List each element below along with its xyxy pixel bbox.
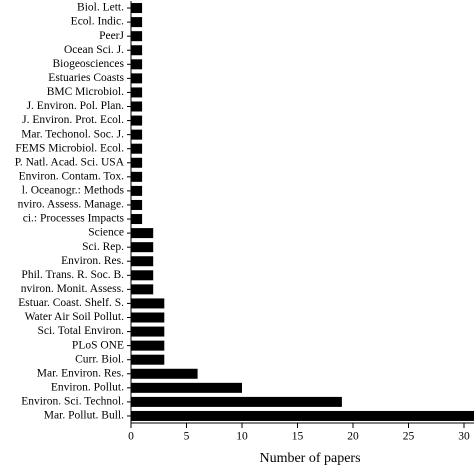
x-tick-label: 30 — [458, 431, 470, 443]
y-tick-label: Estuaries Coasts — [48, 72, 124, 84]
y-tick-label: Water Air Soil Pollut. — [25, 311, 125, 323]
x-tick-label: 15 — [292, 431, 304, 443]
y-tick-label: PLoS ONE — [72, 339, 124, 351]
bar — [131, 298, 165, 309]
bar — [131, 101, 143, 112]
y-tick-label: PeerJ — [99, 30, 124, 42]
y-tick-label: Environ. Res. — [61, 255, 124, 267]
y-tick-label: Mar. Environ. Res. — [37, 367, 124, 379]
bar — [131, 17, 143, 28]
bar — [131, 368, 198, 379]
y-tick-label: Curr. Biol. — [75, 353, 124, 365]
bar — [131, 396, 342, 407]
x-tick-label: 10 — [236, 431, 248, 443]
bar — [131, 410, 474, 421]
bar — [131, 157, 143, 168]
y-tick-label: Mar. Techonol. Soc. J. — [21, 128, 124, 140]
bar — [131, 73, 143, 84]
bar — [131, 87, 143, 98]
bar — [131, 199, 143, 210]
y-tick-label: nviro. Assess. Manage. — [18, 199, 124, 211]
y-tick-label: Environ. Sci. Technol. — [21, 396, 124, 408]
bar — [131, 242, 154, 253]
y-tick-label: Sci. Total Environ. — [37, 325, 124, 337]
x-tick-label: 25 — [403, 431, 415, 443]
x-tick-label: 20 — [347, 431, 359, 443]
bar — [131, 31, 143, 42]
y-tick-label: l. Oceanogr.: Methods — [22, 185, 125, 197]
y-tick-label: Biogeosciences — [52, 58, 124, 70]
bar — [131, 354, 165, 365]
bar — [131, 256, 154, 267]
bar — [131, 228, 154, 239]
y-tick-label: Ecol. Indic. — [71, 16, 124, 28]
bar — [131, 129, 143, 140]
x-axis-title: Number of papers — [259, 451, 360, 466]
bar — [131, 214, 143, 225]
x-tick-label: 5 — [184, 431, 190, 443]
y-tick-label: Ocean Sci. J. — [64, 44, 124, 56]
x-tick-label: 0 — [128, 431, 134, 443]
bar — [131, 59, 143, 70]
y-tick-label: Science — [88, 227, 124, 239]
y-tick-label: Environ. Pollut. — [51, 381, 124, 393]
bar — [131, 340, 165, 351]
y-tick-label: FEMS Microbiol. Ecol. — [15, 142, 124, 154]
bar — [131, 270, 154, 281]
bar — [131, 115, 143, 126]
y-tick-label: P. Natl. Acad. Sci. USA — [15, 156, 125, 168]
bar — [131, 171, 143, 182]
bar — [131, 3, 143, 14]
y-tick-label: J. Environ. Pol. Plan. — [27, 100, 125, 112]
y-tick-label: Mar. Pollut. Bull. — [44, 410, 124, 422]
y-tick-label: nviron. Monit. Assess. — [21, 283, 124, 295]
y-tick-label: Sci. Rep. — [82, 241, 124, 253]
bar — [131, 284, 154, 295]
bar — [131, 312, 165, 323]
bar — [131, 45, 143, 56]
y-tick-label: BMC Microbiol. — [47, 86, 124, 98]
y-tick-label: ci.: Processes Impacts — [23, 213, 125, 225]
y-tick-label: Phil. Trans. R. Soc. B. — [21, 269, 124, 281]
bar — [131, 143, 143, 154]
y-tick-label: Estuar. Coast. Shelf. S. — [18, 297, 124, 309]
bar — [131, 382, 242, 393]
y-tick-label: J. Environ. Prot. Ecol. — [22, 114, 124, 126]
y-tick-label: Environ. Contam. Tox. — [19, 170, 124, 182]
bar — [131, 326, 165, 337]
y-tick-label: Biol. Lett. — [77, 2, 124, 14]
bar — [131, 185, 143, 196]
